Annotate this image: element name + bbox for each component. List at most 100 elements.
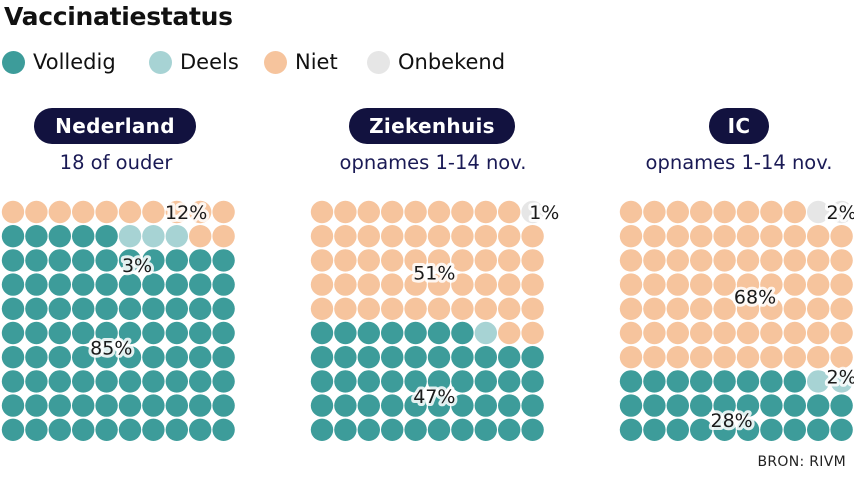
- waffle-dot-volledig: [118, 249, 142, 272]
- waffle-dot-volledig: [165, 297, 188, 320]
- waffle-dot-niet: [690, 273, 713, 296]
- waffle-dot-volledig: [807, 394, 830, 417]
- waffle-dot-volledig: [165, 346, 188, 369]
- waffle-dot-volledig: [404, 394, 427, 417]
- waffle-dot-volledig: [212, 273, 235, 296]
- waffle-dot-volledig: [142, 370, 165, 393]
- legend-swatch-niet: [264, 50, 287, 74]
- waffle-dot-niet: [381, 273, 404, 296]
- waffle-dot-volledig: [72, 249, 95, 272]
- waffle-dot-niet: [736, 273, 760, 296]
- waffle-dot-volledig: [427, 418, 451, 441]
- waffle-dot-volledig: [25, 346, 48, 369]
- waffle-dot-volledig: [404, 321, 427, 345]
- waffle-dot-niet: [690, 200, 713, 224]
- waffle-dot-volledig: [48, 370, 71, 393]
- waffle-dot-niet: [334, 200, 357, 224]
- waffle-dot-niet: [690, 249, 713, 272]
- waffle-dot-volledig: [48, 297, 71, 320]
- waffle-dot-volledig: [72, 273, 95, 296]
- waffle-dot-niet: [381, 200, 404, 224]
- waffle-dot-niet: [521, 321, 544, 345]
- waffle-dot-volledig: [381, 418, 404, 441]
- waffle-dot-volledig: [451, 370, 474, 393]
- value-label-halo: 47%: [413, 386, 455, 408]
- waffle-dot-niet: [666, 297, 689, 320]
- waffle-dot-volledig: [142, 273, 165, 296]
- waffle-dot-niet: [427, 225, 451, 248]
- waffle-dot-niet: [736, 200, 760, 224]
- waffle-dot-niet: [666, 273, 689, 296]
- waffle-dot-volledig: [334, 370, 357, 393]
- waffle-dot-volledig: [48, 273, 71, 296]
- waffle-dot-niet: [521, 225, 544, 248]
- legend-label-deels: Deels: [180, 50, 239, 74]
- value-label-halo: 68%: [734, 287, 776, 309]
- waffle-dot-volledig: [212, 321, 235, 345]
- waffle-dot-volledig: [142, 321, 165, 345]
- panel-title-nederland: Nederland: [34, 108, 196, 144]
- waffle-ziekenhuis: 47%47%51%51%1%1%: [310, 199, 562, 441]
- waffle-dot-niet: [783, 321, 806, 345]
- waffle-dot-niet: [357, 200, 380, 224]
- waffle-nederland: 85%85%3%3%12%12%: [1, 199, 235, 441]
- waffle-dot-niet: [783, 273, 806, 296]
- waffle-dot-niet: [310, 200, 334, 224]
- waffle-dot-niet: [310, 273, 334, 296]
- waffle-dot-niet: [498, 200, 521, 224]
- waffle-dot-volledig: [48, 321, 71, 345]
- waffle-dot-volledig: [189, 249, 212, 272]
- value-label-halo: 28%: [711, 410, 753, 432]
- waffle-dot-niet: [760, 297, 783, 320]
- waffle-dot-niet: [713, 200, 736, 224]
- waffle-dot-niet: [666, 346, 689, 369]
- waffle-dot-volledig: [451, 346, 474, 369]
- waffle-dot-volledig: [25, 394, 48, 417]
- waffle-dot-niet: [381, 297, 404, 320]
- legend-item-deels: Deels: [149, 46, 239, 78]
- waffle-dot-niet: [498, 249, 521, 272]
- waffle-dot-niet: [474, 225, 497, 248]
- waffle-dot-niet: [713, 273, 736, 296]
- value-label-halo: 2%: [827, 202, 854, 224]
- waffle-dot-volledig: [142, 249, 165, 272]
- waffle-dot-niet: [498, 297, 521, 320]
- waffle-dot-volledig: [498, 418, 521, 441]
- waffle-dot-niet: [474, 249, 497, 272]
- waffle-dot-niet: [381, 225, 404, 248]
- waffle-dot-volledig: [690, 418, 713, 441]
- waffle-dot-niet: [736, 249, 760, 272]
- waffle-dot-volledig: [189, 297, 212, 320]
- waffle-dot-volledig: [381, 370, 404, 393]
- waffle-dot-niet: [619, 321, 643, 345]
- legend-swatch-volledig: [2, 50, 25, 74]
- value-label-volledig: 85%: [90, 338, 132, 360]
- waffle-dot-niet: [357, 273, 380, 296]
- waffle-dot-niet: [783, 249, 806, 272]
- waffle-dot-niet: [736, 297, 760, 320]
- waffle-dot-volledig: [189, 418, 212, 441]
- waffle-dot-volledig: [165, 321, 188, 345]
- waffle-dot-niet: [619, 225, 643, 248]
- waffle-dot-volledig: [404, 346, 427, 369]
- waffle-dot-volledig: [118, 321, 142, 345]
- waffle-dot-niet: [451, 249, 474, 272]
- waffle-dot-volledig: [310, 321, 334, 345]
- waffle-dot-niet: [760, 200, 783, 224]
- waffle-dot-deels: [165, 225, 188, 248]
- waffle-dot-niet: [474, 273, 497, 296]
- waffle-dot-volledig: [72, 418, 95, 441]
- waffle-dot-niet: [310, 225, 334, 248]
- waffle-dot-niet: [427, 200, 451, 224]
- waffle-dot-deels: [142, 225, 165, 248]
- waffle-dot-volledig: [142, 297, 165, 320]
- waffle-dot-volledig: [310, 394, 334, 417]
- waffle-dot-niet: [690, 225, 713, 248]
- waffle-dot-niet: [404, 297, 427, 320]
- waffle-dot-niet: [619, 273, 643, 296]
- waffle-dot-volledig: [334, 321, 357, 345]
- waffle-dot-volledig: [165, 418, 188, 441]
- waffle-dot-volledig: [690, 394, 713, 417]
- waffle-dot-volledig: [25, 297, 48, 320]
- value-label-volledig: 47%: [413, 386, 455, 408]
